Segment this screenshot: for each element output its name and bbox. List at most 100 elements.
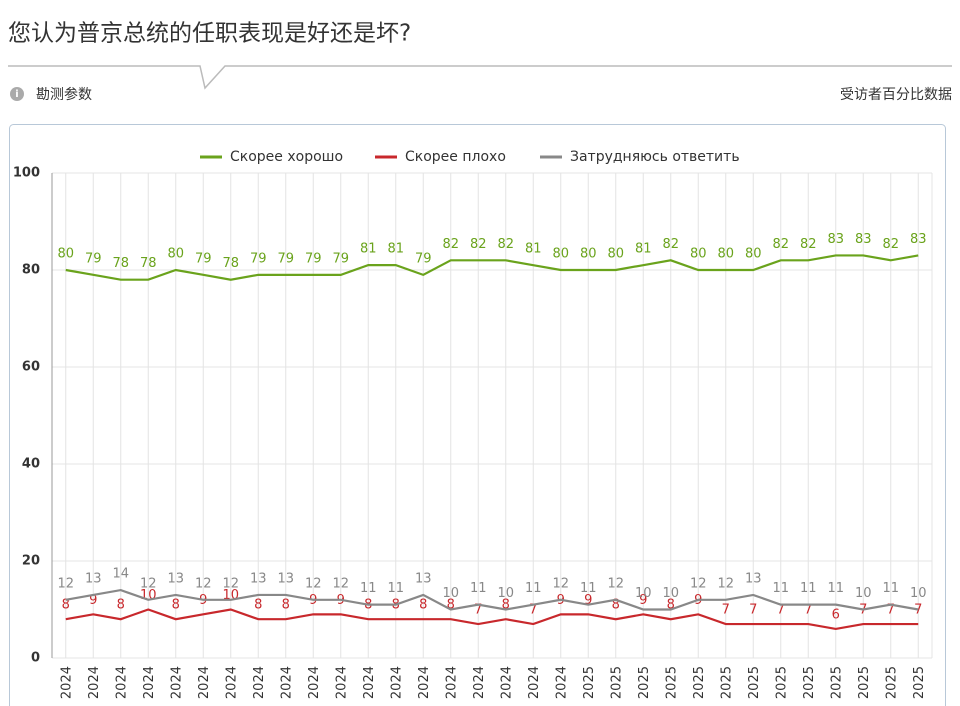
- data-label: 12: [222, 576, 239, 591]
- data-label: 8: [254, 598, 262, 613]
- x-tick-label: 2025: [664, 666, 679, 699]
- data-label: 12: [552, 576, 569, 591]
- x-tick-label: 2025: [857, 666, 872, 699]
- x-tick-label: 2024: [142, 666, 157, 699]
- page-title: 您认为普京总统的任职表现是好还是坏?: [8, 21, 411, 47]
- data-label: 13: [85, 571, 102, 586]
- data-label: 8: [62, 598, 70, 613]
- y-tick-label: 40: [22, 457, 40, 472]
- data-label: 11: [470, 581, 487, 596]
- x-tick-label: 2024: [472, 666, 487, 699]
- data-label: 11: [882, 581, 899, 596]
- units-label: 受访者百分比数据: [840, 87, 952, 103]
- legend-label: Скорее плохо: [405, 149, 506, 165]
- data-label: 78: [140, 256, 157, 271]
- data-label: 82: [442, 237, 459, 252]
- y-tick-label: 60: [22, 360, 40, 375]
- data-label: 79: [332, 251, 349, 266]
- params-label[interactable]: 勘测参数: [36, 86, 92, 103]
- x-tick-label: 2025: [692, 666, 707, 699]
- data-label: 12: [607, 576, 624, 591]
- x-tick-label: 2024: [334, 666, 349, 699]
- x-tick-label: 2025: [802, 666, 817, 699]
- data-label: 80: [167, 247, 184, 262]
- series-line: [65, 588, 919, 611]
- data-label: 82: [470, 237, 487, 252]
- data-label: 7: [529, 603, 537, 618]
- data-label: 83: [910, 232, 927, 247]
- data-label: 79: [195, 251, 212, 266]
- data-label: 8: [282, 598, 290, 613]
- data-label: 13: [415, 571, 432, 586]
- separator: [8, 65, 952, 90]
- data-label: 80: [607, 247, 624, 262]
- data-label: 8: [172, 598, 180, 613]
- data-label: 7: [722, 603, 730, 618]
- data-label: 82: [662, 237, 679, 252]
- data-label: 80: [57, 247, 74, 262]
- x-tick-label: 2025: [747, 666, 762, 699]
- data-label: 12: [305, 576, 322, 591]
- x-tick-label: 2025: [912, 666, 927, 699]
- data-label: 8: [117, 598, 125, 613]
- x-tick-label: 2024: [307, 666, 322, 699]
- data-label: 9: [639, 593, 647, 608]
- x-tick-label: 2025: [637, 666, 652, 699]
- x-tick-label: 2024: [169, 666, 184, 699]
- data-label: 12: [140, 576, 157, 591]
- info-icon: [10, 87, 24, 101]
- data-label: 11: [387, 581, 404, 596]
- data-label: 7: [749, 603, 757, 618]
- data-label: 12: [332, 576, 349, 591]
- data-label: 80: [552, 247, 569, 262]
- data-label: 11: [772, 581, 789, 596]
- x-tick-label: 2025: [609, 666, 624, 699]
- data-label: 12: [690, 576, 707, 591]
- data-label: 11: [580, 581, 597, 596]
- x-tick-label: 2024: [224, 666, 239, 699]
- data-label: 13: [745, 571, 762, 586]
- legend-label: Затрудняюсь ответить: [570, 149, 740, 165]
- data-label: 12: [195, 576, 212, 591]
- data-label: 79: [277, 251, 294, 266]
- data-label: 8: [612, 598, 620, 613]
- data-label: 6: [832, 607, 840, 622]
- x-tick-label: 2024: [499, 666, 514, 699]
- x-tick-label: 2024: [527, 666, 542, 699]
- y-tick-label: 100: [13, 166, 40, 181]
- x-tick-label: 2025: [829, 666, 844, 699]
- data-label: 82: [882, 237, 899, 252]
- data-label: 7: [887, 603, 895, 618]
- info-icon-glyph: i: [15, 89, 18, 100]
- data-label: 79: [85, 251, 102, 266]
- data-label: 11: [827, 581, 844, 596]
- data-label: 8: [419, 598, 427, 613]
- data-label: 83: [855, 232, 872, 247]
- data-label: 10: [910, 586, 927, 601]
- data-label: 11: [525, 581, 542, 596]
- data-label: 8: [667, 598, 675, 613]
- data-label: 78: [112, 256, 129, 271]
- data-label: 14: [112, 567, 129, 582]
- data-label: 81: [525, 242, 542, 257]
- data-label: 80: [717, 247, 734, 262]
- data-label: 7: [777, 603, 785, 618]
- data-label: 80: [745, 247, 762, 262]
- data-label: 83: [827, 232, 844, 247]
- data-label: 8: [502, 598, 510, 613]
- data-label: 81: [360, 242, 377, 257]
- x-tick-label: 2025: [884, 666, 899, 699]
- data-label: 81: [635, 242, 652, 257]
- data-label: 82: [497, 237, 514, 252]
- data-label: 10: [635, 586, 652, 601]
- data-label: 13: [250, 571, 267, 586]
- x-tick-label: 2025: [582, 666, 597, 699]
- data-label: 7: [474, 603, 482, 618]
- data-label: 11: [800, 581, 817, 596]
- x-tick-label: 2024: [197, 666, 212, 699]
- data-label: 10: [442, 586, 459, 601]
- data-label: 82: [772, 237, 789, 252]
- series-line: [65, 608, 919, 631]
